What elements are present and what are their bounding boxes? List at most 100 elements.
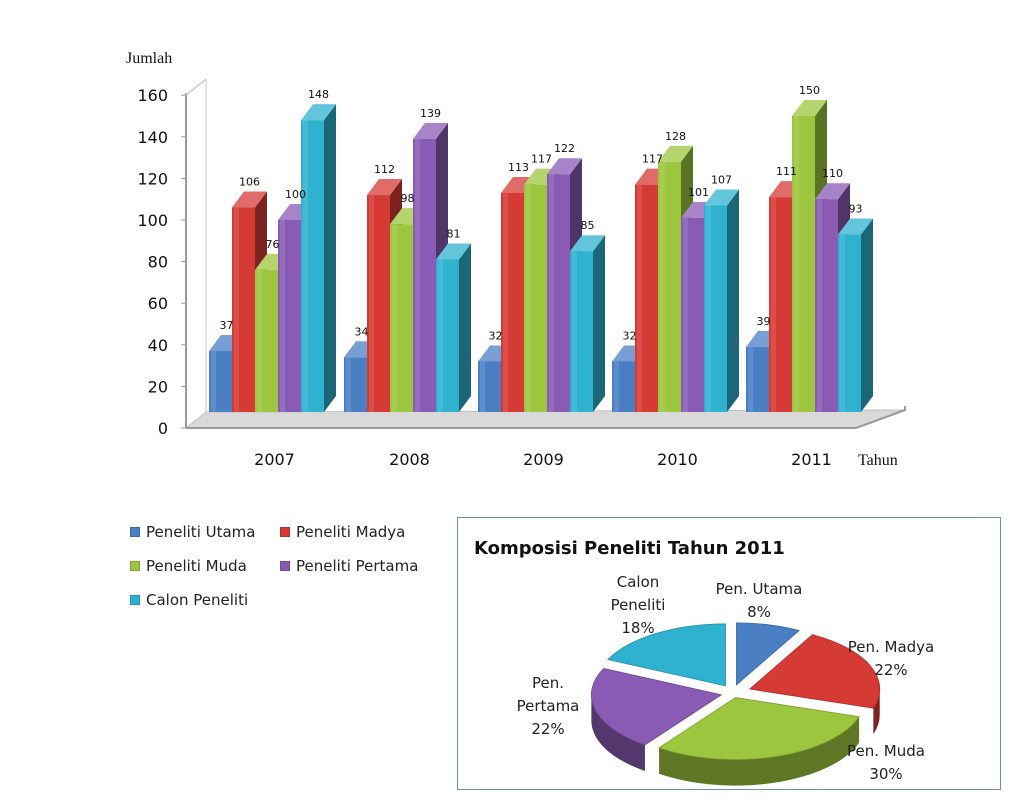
y-tick-label: 60 <box>148 294 168 313</box>
bar-highlight <box>438 259 443 412</box>
bar-highlight <box>480 361 485 412</box>
pie-label-madya: Pen. Madya 22% <box>838 636 944 682</box>
bar-top <box>436 243 471 260</box>
y-tick-label: 20 <box>148 377 168 396</box>
pie-slice-wall <box>873 689 880 735</box>
bar-highlight <box>660 161 665 412</box>
bar-calon-peneliti-2010 <box>704 189 739 412</box>
pie-chart <box>590 622 881 786</box>
bar-value-label: 150 <box>799 84 820 97</box>
bar-highlight <box>503 192 508 412</box>
bar-value-label: 113 <box>508 161 529 174</box>
pie-label-line: Pen. Madya <box>847 638 935 656</box>
bar-value-label: 81 <box>447 228 461 241</box>
bar-side <box>459 243 471 412</box>
bar-value-label: 117 <box>642 153 663 166</box>
bar-value-label: 98 <box>401 192 415 205</box>
bar-top <box>547 158 582 175</box>
bar-side <box>593 235 605 412</box>
legend-item-peneliti-madya: Peneliti Madya <box>280 520 405 544</box>
bar-highlight <box>392 224 397 412</box>
bar-value-label: 111 <box>776 165 797 178</box>
bar-highlight <box>234 207 239 412</box>
bar-calon-peneliti-2008 <box>436 243 471 412</box>
legend-swatch <box>130 527 140 537</box>
pie-label-line: Peneliti <box>610 596 666 614</box>
bar-side <box>324 104 336 412</box>
x-axis-title: Tahun <box>858 452 898 469</box>
legend-label: Calon Peneliti <box>146 591 249 609</box>
bar-highlight <box>211 351 216 412</box>
bar-value-label: 32 <box>489 329 503 342</box>
chart-floor <box>184 79 906 429</box>
legend-item-peneliti-utama: Peneliti Utama <box>130 520 255 544</box>
bar-highlight <box>415 138 420 412</box>
bar-top <box>367 179 402 196</box>
bar-value-label: 100 <box>285 188 306 201</box>
pie-slice <box>736 622 800 686</box>
y-tick-label: 140 <box>137 128 168 147</box>
pie-label-muda: Pen. Muda 30% <box>836 740 936 786</box>
pie-slice <box>658 697 860 760</box>
legend-label: Peneliti Pertama <box>296 557 419 575</box>
pie-label-line: 22% <box>531 720 565 738</box>
y-axis-top-edge <box>185 78 207 96</box>
bar-highlight <box>346 357 351 412</box>
bar-value-label: 117 <box>531 153 552 166</box>
pie-slice <box>607 623 726 687</box>
y-tick-label: 0 <box>158 419 168 438</box>
bar-value-label: 148 <box>308 88 329 101</box>
bar-side <box>861 218 873 412</box>
bar-value-label: 139 <box>420 107 441 120</box>
legend-swatch <box>280 561 290 571</box>
legend-item-peneliti-pertama: Peneliti Pertama <box>280 554 418 578</box>
legend-label: Peneliti Muda <box>146 557 247 575</box>
x-tick-label: 2008 <box>389 450 430 469</box>
bar-highlight <box>817 199 822 412</box>
bar-highlight <box>771 197 776 412</box>
bar-highlight <box>840 234 845 412</box>
pie-label-calon: Calon Peneliti 18% <box>598 571 678 640</box>
floor-side-edge <box>855 406 906 429</box>
pie-label-line: 8% <box>747 603 771 621</box>
value-labels: 3710676100148341129813981321131171228532… <box>220 84 863 342</box>
bar-highlight <box>257 269 262 412</box>
pie-slice <box>748 634 881 709</box>
y-tick-label: 100 <box>137 211 168 230</box>
bar-calon-peneliti-2009 <box>570 235 605 412</box>
pie-slice <box>590 667 723 746</box>
bar-highlight <box>794 116 799 412</box>
bar-highlight <box>637 184 642 412</box>
bar-highlight <box>369 195 374 412</box>
bar-side <box>727 189 739 412</box>
bar-calon-peneliti-2011 <box>838 218 873 412</box>
bar-highlight <box>706 205 711 412</box>
bar-top <box>570 235 605 252</box>
bar-value-label: 101 <box>688 186 709 199</box>
bar-top <box>658 145 693 162</box>
pie-label-pertama: Pen. Pertama 22% <box>510 672 586 741</box>
pie-label-line: Calon <box>616 573 660 591</box>
pie-label-line: Pen. <box>531 674 564 692</box>
x-tick-label: 2010 <box>657 450 698 469</box>
pie-label-line: Pertama <box>516 697 580 715</box>
y-tick-label: 120 <box>137 169 168 188</box>
bar-calon-peneliti-2007 <box>301 104 336 412</box>
bar-top <box>792 100 827 116</box>
bar-value-label: 85 <box>581 219 595 232</box>
bar-top <box>232 191 267 208</box>
x-tick-label: 2011 <box>791 450 832 469</box>
bar-top <box>301 104 336 121</box>
legend-item-calon-peneliti: Calon Peneliti <box>130 588 248 612</box>
x-tick-label: 2009 <box>523 450 564 469</box>
bar-value-label: 76 <box>266 238 280 251</box>
pie-slice-wall <box>659 716 860 786</box>
pie-chart-panel: Komposisi Peneliti Tahun 2011 Pen. Utama… <box>457 517 1001 790</box>
legend-label: Peneliti Madya <box>296 523 406 541</box>
bar-value-label: 122 <box>554 142 575 155</box>
bars <box>209 100 873 412</box>
pie-label-line: Pen. Muda <box>847 742 925 760</box>
bar-value-label: 93 <box>849 203 863 216</box>
bar-value-label: 106 <box>239 176 260 189</box>
